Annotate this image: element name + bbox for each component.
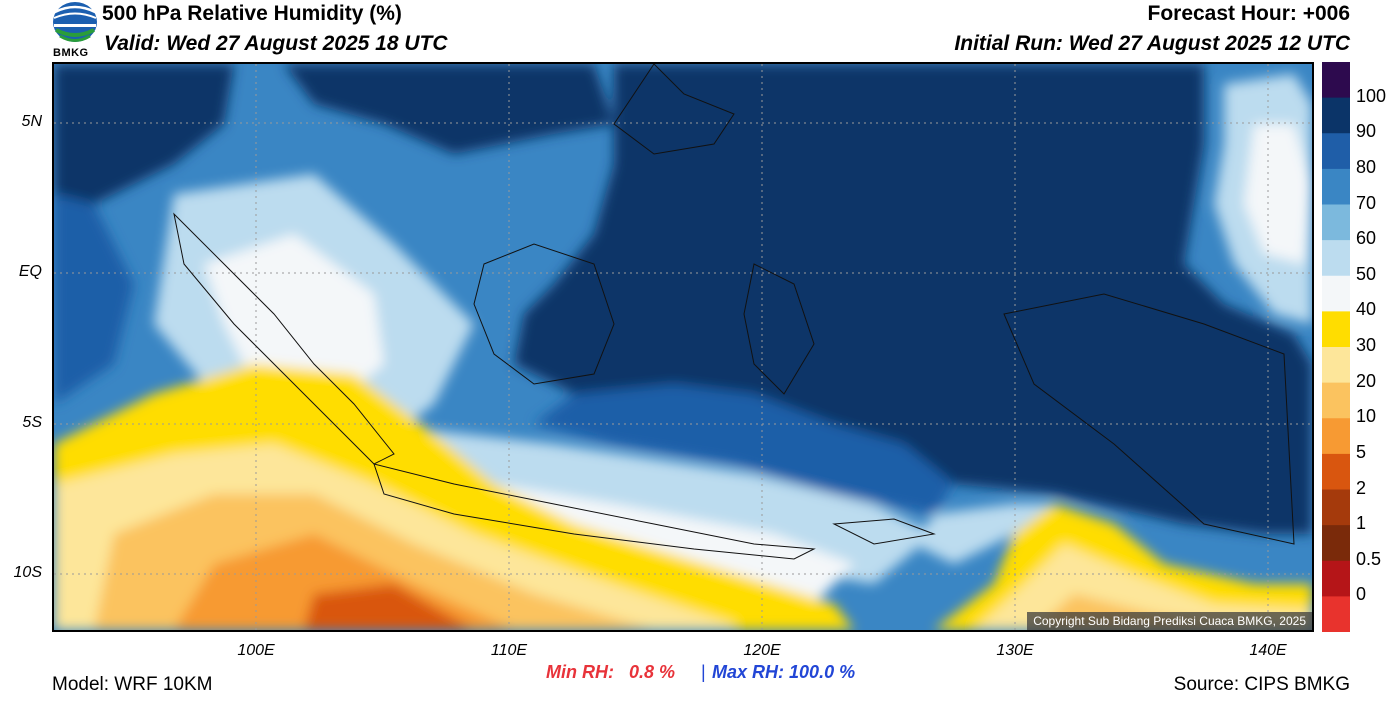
logo-text: BMKG [53, 47, 89, 59]
stats-separator: | [701, 662, 706, 682]
grid-lines [54, 64, 1312, 630]
lon-label-110e: 110E [490, 642, 528, 659]
colorbar-swatch [1322, 382, 1350, 419]
lat-label-5n: 5N [21, 113, 42, 130]
bmkg-logo [50, 0, 100, 60]
colorbar-label: 2 [1356, 477, 1367, 498]
copyright-notice: Copyright Sub Bidang Prediksi Cuaca BMKG… [1027, 612, 1312, 630]
lon-label-120e: 120E [743, 642, 781, 659]
min-rh-value: 0.8 % [629, 662, 676, 682]
colorbar-label: 30 [1356, 335, 1377, 355]
colorbar-swatch [1322, 453, 1350, 491]
colorbar-swatch [1322, 525, 1350, 562]
colorbar [1322, 62, 1350, 633]
max-rh-value: 100.0 % [789, 662, 856, 682]
colorbar-label: 5 [1356, 441, 1367, 462]
max-rh: Max RH: 100.0 % [712, 662, 855, 683]
colorbar-swatch [1322, 240, 1350, 277]
colorbar-swatch [1322, 596, 1350, 633]
valid-time: Valid: Wed 27 August 2025 18 UTC [104, 32, 448, 55]
colorbar-label: 40 [1356, 299, 1377, 320]
colorbar-swatch [1322, 418, 1350, 455]
min-rh-label: Min RH: [546, 662, 614, 682]
colorbar-swatch [1322, 275, 1350, 312]
humidity-map [52, 62, 1314, 632]
colorbar-label: 70 [1356, 192, 1377, 213]
chart-title: 500 hPa Relative Humidity (%) [102, 2, 402, 25]
lon-label-100e: 100E [237, 642, 275, 659]
lat-label-10s: 10S [13, 564, 42, 581]
colorbar-label: 80 [1356, 156, 1377, 177]
lon-label-140e: 140E [1249, 642, 1287, 659]
coastlines [173, 64, 1295, 560]
colorbar-label: 1 [1356, 513, 1367, 534]
colorbar-swatch [1322, 133, 1350, 170]
colorbar-swatch [1322, 97, 1350, 134]
colorbar-swatch [1322, 168, 1350, 206]
colorbar-label: 90 [1356, 121, 1377, 142]
colorbar-label: 60 [1356, 228, 1377, 249]
max-rh-label: Max RH: [712, 662, 785, 682]
lat-label-5s: 5S [22, 414, 42, 431]
model-label: Model: WRF 10KM [52, 674, 213, 695]
colorbar-swatch [1322, 489, 1350, 526]
lat-label-eq: EQ [18, 263, 42, 280]
colorbar-label: 0.5 [1356, 548, 1382, 569]
forecast-hour: Forecast Hour: +006 [1147, 2, 1351, 25]
colorbar-swatch [1322, 560, 1350, 597]
bmkg-logo-icon [53, 2, 97, 42]
colorbar-swatches [1322, 62, 1350, 633]
colorbar-label: 100 [1356, 85, 1387, 106]
humidity-field [54, 64, 1312, 630]
colorbar-label: 20 [1356, 370, 1377, 391]
colorbar-label: 50 [1356, 263, 1377, 284]
colorbar-swatch [1322, 204, 1350, 241]
source-label: Source: CIPS BMKG [1173, 674, 1350, 695]
colorbar-label: 0 [1356, 584, 1367, 605]
colorbar-swatch [1322, 311, 1350, 348]
min-rh: Min RH: 0.8 % [546, 662, 675, 683]
lon-label-130e: 130E [996, 642, 1034, 659]
initial-run: Initial Run: Wed 27 August 2025 12 UTC [954, 32, 1350, 55]
colorbar-swatch [1322, 62, 1350, 99]
colorbar-label: 10 [1356, 406, 1377, 427]
colorbar-swatch [1322, 347, 1350, 384]
